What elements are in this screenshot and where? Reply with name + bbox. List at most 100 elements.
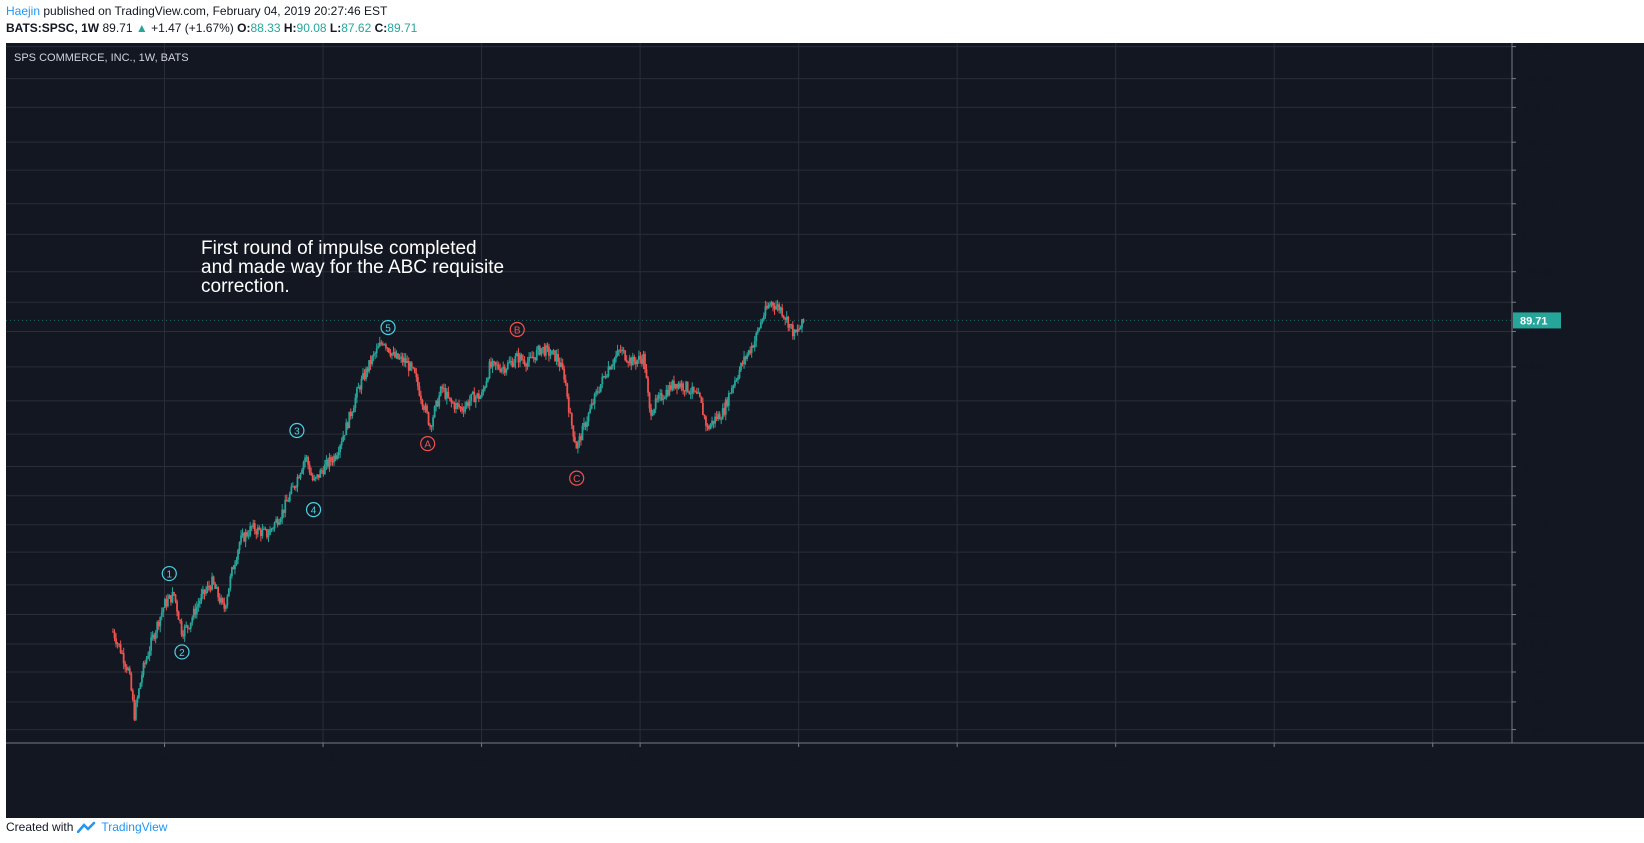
candle-body bbox=[301, 469, 303, 474]
candle-body bbox=[758, 327, 761, 330]
candle-body bbox=[781, 307, 784, 316]
candle bbox=[342, 430, 345, 443]
candle bbox=[319, 468, 322, 478]
candle bbox=[168, 594, 171, 599]
candle-body bbox=[130, 673, 133, 691]
candle bbox=[721, 403, 724, 420]
candle-body bbox=[369, 360, 372, 365]
price-chart[interactable]: 1 2 3 4 5 A B C SPS COMMERCE, INC., 1W, BATS Fi… bbox=[6, 42, 1644, 818]
candle-body bbox=[583, 422, 585, 426]
candle bbox=[695, 387, 698, 395]
candle bbox=[455, 398, 457, 414]
candle bbox=[284, 494, 287, 518]
candle-body bbox=[634, 361, 637, 365]
candle-body bbox=[651, 413, 654, 416]
high-label: H: bbox=[283, 21, 297, 35]
candle bbox=[171, 587, 174, 604]
candle bbox=[183, 624, 186, 642]
candle-body bbox=[666, 389, 669, 396]
candle bbox=[749, 346, 752, 356]
candle bbox=[482, 385, 485, 396]
candle bbox=[438, 391, 441, 409]
candle bbox=[514, 353, 517, 369]
price-axis[interactable]: 7.80 9.20 11.00 13.00 15.50 18.50 22.50 26.50 31… bbox=[1512, 42, 1556, 737]
candle-body bbox=[124, 663, 127, 667]
candle-body bbox=[610, 366, 613, 370]
close-label: C: bbox=[374, 21, 388, 35]
tradingview-link[interactable]: TradingView bbox=[101, 820, 168, 834]
candle-body bbox=[564, 379, 567, 384]
candle-body bbox=[543, 346, 546, 356]
candle bbox=[605, 374, 608, 379]
candle bbox=[383, 343, 386, 346]
candle bbox=[305, 455, 308, 463]
candle-body bbox=[381, 343, 384, 345]
candle bbox=[447, 386, 450, 399]
candle-body bbox=[427, 412, 430, 425]
candle bbox=[787, 315, 790, 332]
x-tick-label: 2021 bbox=[945, 753, 969, 765]
candle-body bbox=[578, 436, 581, 443]
candle-body bbox=[205, 590, 207, 594]
candle-body bbox=[394, 351, 396, 358]
candle bbox=[255, 528, 258, 540]
candle-body bbox=[753, 341, 756, 348]
wave-label-3: 3 bbox=[289, 422, 305, 439]
candle bbox=[317, 474, 320, 481]
candle-body bbox=[282, 509, 285, 513]
candle-body bbox=[276, 519, 279, 525]
candle-body bbox=[683, 390, 686, 392]
candle-body bbox=[195, 606, 198, 615]
y-tick-label: 31.50 bbox=[1522, 491, 1550, 503]
candle bbox=[642, 350, 645, 370]
candle-body bbox=[352, 407, 355, 413]
candle-body bbox=[348, 411, 351, 429]
y-tick-label: 55.50 bbox=[1522, 396, 1550, 408]
candle bbox=[234, 560, 236, 575]
candle bbox=[712, 420, 715, 429]
candle-body bbox=[788, 324, 791, 328]
candle-body bbox=[272, 528, 274, 530]
candle bbox=[285, 494, 288, 502]
candle bbox=[525, 362, 527, 372]
candle-body bbox=[218, 597, 221, 603]
close-value: 89.71 bbox=[387, 21, 418, 35]
candle-body bbox=[496, 364, 499, 366]
candle bbox=[192, 605, 195, 621]
candle bbox=[220, 594, 223, 606]
candle bbox=[634, 357, 637, 370]
candle-body bbox=[593, 393, 596, 404]
candle bbox=[641, 354, 643, 367]
candle bbox=[159, 616, 162, 633]
candle-body bbox=[342, 435, 345, 442]
time-axis[interactable]: 2011 2013 2015 2017 2019 2021 2023 2025 2027 Fe bbox=[153, 743, 1539, 765]
candle bbox=[441, 384, 444, 394]
candle bbox=[150, 632, 153, 656]
candle bbox=[310, 467, 313, 476]
candle bbox=[779, 306, 782, 314]
candle-body bbox=[200, 594, 203, 601]
candle-body bbox=[445, 391, 448, 399]
candle-body bbox=[500, 368, 503, 372]
candle-body bbox=[256, 527, 259, 535]
candle bbox=[528, 352, 531, 367]
candle bbox=[784, 316, 787, 326]
candle-body bbox=[162, 607, 165, 613]
candle-body bbox=[581, 425, 584, 441]
candle-body bbox=[467, 402, 470, 406]
candle bbox=[715, 411, 718, 422]
candle-body bbox=[410, 362, 413, 368]
candle-body bbox=[680, 383, 683, 388]
candle bbox=[154, 630, 157, 644]
candle-body bbox=[551, 350, 553, 355]
candle-body bbox=[642, 354, 645, 364]
candle-body bbox=[546, 345, 549, 348]
candle bbox=[619, 344, 622, 354]
candle-body bbox=[570, 413, 573, 426]
candle-body bbox=[156, 622, 159, 633]
candle-body bbox=[380, 342, 383, 344]
chart-container[interactable]: 1 2 3 4 5 A B C SPS COMMERCE, INC., 1W, BATS Fi… bbox=[6, 42, 1644, 818]
candle bbox=[459, 406, 462, 413]
candle bbox=[505, 368, 508, 376]
author-link[interactable]: Haejin bbox=[6, 4, 41, 18]
